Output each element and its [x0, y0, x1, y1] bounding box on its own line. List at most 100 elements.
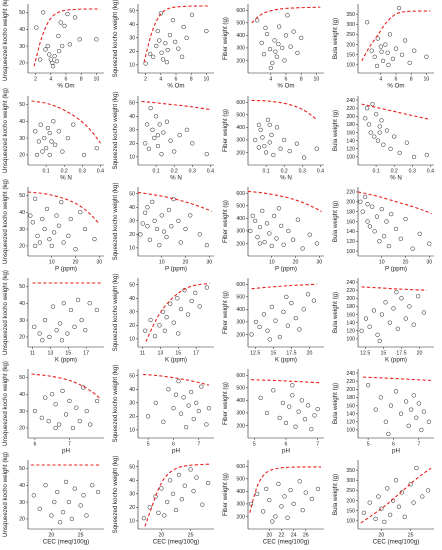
x-axis-title: P (ppm)	[165, 266, 187, 273]
data-point	[176, 46, 181, 51]
data-point	[379, 312, 385, 317]
data-point	[56, 422, 62, 427]
data-point	[261, 509, 266, 514]
x-tick-label: 6	[33, 442, 36, 448]
x-tick-label: 5	[367, 442, 370, 448]
data-point	[256, 145, 262, 150]
data-point	[173, 39, 178, 45]
data-point	[376, 494, 381, 499]
y-tick-label: 120	[346, 420, 355, 426]
scatter-panel-7: 0.1 0.2 0.3 0.4 200 300 400 500 600 % N Fiber weig…	[222, 96, 324, 182]
data-point	[72, 15, 78, 20]
data-point	[50, 64, 56, 69]
data-point	[267, 231, 272, 236]
data-point	[277, 415, 282, 421]
y-tick-label: 20	[129, 49, 135, 55]
data-point	[411, 393, 416, 398]
x-tick-label: 0.2	[391, 169, 398, 175]
x-tick-label: 0.1	[152, 169, 159, 175]
data-point	[54, 328, 59, 333]
data-point	[264, 31, 270, 37]
data-point	[178, 240, 183, 245]
data-point	[293, 424, 298, 429]
y-tick-label: 180	[346, 395, 355, 401]
data-point	[32, 196, 38, 201]
fit-curve	[251, 283, 317, 290]
data-point	[281, 309, 286, 315]
data-point	[51, 230, 57, 235]
y-tick-label: 160	[346, 219, 355, 225]
data-point	[45, 125, 51, 131]
data-point	[398, 411, 404, 416]
data-point	[381, 142, 386, 147]
y-tick-label: 300	[236, 411, 245, 417]
data-point	[258, 395, 263, 401]
y-tick-label: 40	[19, 301, 25, 307]
scatter-panel-8: 0.1 0.2 0.3 0.4 100 120 140 160 180 200 220 240 % N B…	[332, 96, 434, 182]
data-point	[142, 210, 148, 215]
y-axis-title: Fiber weight (g)	[222, 382, 229, 425]
y-tick-label: 20	[19, 153, 25, 159]
x-tick-label: 15	[65, 351, 71, 357]
data-point	[175, 296, 180, 301]
x-tick-label: 8	[190, 77, 193, 83]
data-point	[365, 219, 370, 224]
data-point	[162, 328, 167, 333]
data-point	[296, 409, 301, 414]
data-point	[374, 63, 380, 69]
data-point	[387, 32, 393, 37]
y-tick-label: 120	[346, 239, 355, 245]
fit-curve	[143, 373, 210, 386]
data-point	[286, 228, 291, 234]
data-point	[184, 35, 189, 40]
x-tick-label: 6	[395, 77, 398, 83]
y-tick-label: 50	[129, 374, 135, 380]
data-point	[281, 242, 286, 247]
y-tick-label: 30	[129, 219, 135, 225]
y-tick-label: 200	[236, 241, 245, 247]
x-tick-label: 13	[47, 351, 53, 357]
data-point	[254, 18, 260, 23]
data-point	[416, 401, 421, 406]
x-axis-title: K (ppm)	[385, 357, 407, 364]
data-point	[269, 132, 274, 138]
scatter-panel-5: 0.1 0.2 0.3 0.4 20 30 40 50 % N Unsqueezed kocho …	[2, 88, 104, 181]
data-point	[61, 240, 66, 245]
data-point	[378, 44, 383, 49]
y-axis-title: Bula weight (g)	[332, 292, 339, 333]
x-tick-label: 0.2	[61, 169, 68, 175]
x-tick-label: 0.4	[317, 169, 324, 175]
fit-curve	[251, 6, 321, 24]
data-point	[287, 404, 292, 409]
y-tick-label: 180	[346, 304, 355, 310]
data-point	[387, 320, 392, 325]
y-tick-label: 40	[129, 478, 135, 484]
y-tick-label: 220	[346, 379, 355, 385]
data-point	[38, 57, 43, 62]
data-point	[164, 60, 170, 65]
data-point	[291, 29, 296, 34]
data-point	[253, 137, 258, 143]
x-axis-title: K (ppm)	[55, 357, 77, 364]
data-point	[52, 142, 58, 147]
data-point	[374, 214, 380, 219]
data-point	[309, 427, 314, 432]
data-point	[141, 516, 146, 521]
x-tick-label: 20	[293, 260, 299, 266]
data-point	[365, 202, 370, 207]
data-point	[166, 387, 171, 392]
x-axis-title: CEC (meq/100g)	[43, 539, 89, 546]
data-point	[367, 324, 372, 329]
data-point	[42, 317, 48, 323]
data-point	[282, 494, 287, 499]
y-tick-label: 100	[346, 63, 355, 69]
x-tick-label: 0.1	[42, 169, 49, 175]
data-point	[409, 407, 414, 412]
data-point	[156, 510, 161, 515]
data-point	[178, 306, 184, 312]
y-tick-label: 600	[236, 8, 245, 14]
y-axis-title: Squeezed kocho weight (kg)	[112, 364, 119, 442]
data-point	[181, 24, 186, 30]
y-axis-title: Fiber weight (g)	[222, 291, 229, 334]
